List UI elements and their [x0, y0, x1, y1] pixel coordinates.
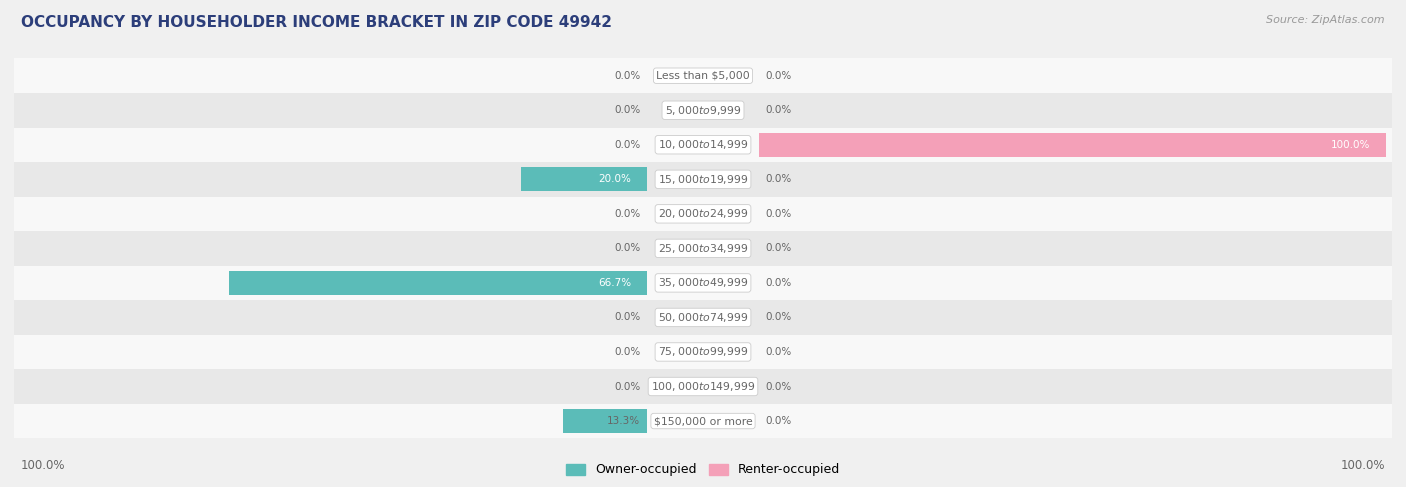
Text: 0.0%: 0.0%: [766, 209, 792, 219]
Bar: [14, 162, 1392, 197]
Bar: [759, 132, 1386, 157]
Text: 13.3%: 13.3%: [607, 416, 640, 426]
Text: $10,000 to $14,999: $10,000 to $14,999: [658, 138, 748, 151]
Text: $35,000 to $49,999: $35,000 to $49,999: [658, 277, 748, 289]
Text: $150,000 or more: $150,000 or more: [654, 416, 752, 426]
Bar: [14, 404, 1392, 438]
Text: 0.0%: 0.0%: [766, 71, 792, 81]
Text: $50,000 to $74,999: $50,000 to $74,999: [658, 311, 748, 324]
Text: 100.0%: 100.0%: [21, 459, 66, 472]
Text: 0.0%: 0.0%: [766, 381, 792, 392]
Text: 0.0%: 0.0%: [614, 381, 640, 392]
Text: $100,000 to $149,999: $100,000 to $149,999: [651, 380, 755, 393]
Text: $5,000 to $9,999: $5,000 to $9,999: [665, 104, 741, 117]
Text: 0.0%: 0.0%: [766, 416, 792, 426]
Legend: Owner-occupied, Renter-occupied: Owner-occupied, Renter-occupied: [561, 458, 845, 482]
Text: 0.0%: 0.0%: [614, 313, 640, 322]
Text: 0.0%: 0.0%: [614, 105, 640, 115]
Text: 0.0%: 0.0%: [766, 278, 792, 288]
Text: 100.0%: 100.0%: [1340, 459, 1385, 472]
Bar: [14, 197, 1392, 231]
Text: 0.0%: 0.0%: [614, 244, 640, 253]
Bar: [522, 167, 647, 191]
Text: 20.0%: 20.0%: [598, 174, 631, 184]
Text: 0.0%: 0.0%: [614, 71, 640, 81]
Text: Less than $5,000: Less than $5,000: [657, 71, 749, 81]
Text: Source: ZipAtlas.com: Source: ZipAtlas.com: [1267, 15, 1385, 25]
Text: 0.0%: 0.0%: [766, 244, 792, 253]
Bar: [14, 93, 1392, 128]
Text: 0.0%: 0.0%: [614, 347, 640, 357]
Text: $20,000 to $24,999: $20,000 to $24,999: [658, 207, 748, 220]
Text: $75,000 to $99,999: $75,000 to $99,999: [658, 345, 748, 358]
Text: $25,000 to $34,999: $25,000 to $34,999: [658, 242, 748, 255]
Text: 0.0%: 0.0%: [766, 174, 792, 184]
Text: $15,000 to $19,999: $15,000 to $19,999: [658, 173, 748, 186]
Bar: [14, 231, 1392, 265]
Text: 100.0%: 100.0%: [1330, 140, 1369, 150]
Bar: [14, 58, 1392, 93]
Bar: [229, 271, 647, 295]
Text: 0.0%: 0.0%: [614, 140, 640, 150]
Bar: [14, 335, 1392, 369]
Text: OCCUPANCY BY HOUSEHOLDER INCOME BRACKET IN ZIP CODE 49942: OCCUPANCY BY HOUSEHOLDER INCOME BRACKET …: [21, 15, 612, 30]
Bar: [14, 300, 1392, 335]
Bar: [14, 265, 1392, 300]
Text: 66.7%: 66.7%: [598, 278, 631, 288]
Bar: [14, 128, 1392, 162]
Text: 0.0%: 0.0%: [614, 209, 640, 219]
Bar: [14, 369, 1392, 404]
Text: 0.0%: 0.0%: [766, 347, 792, 357]
Text: 0.0%: 0.0%: [766, 105, 792, 115]
Bar: [564, 409, 647, 433]
Text: 0.0%: 0.0%: [766, 313, 792, 322]
